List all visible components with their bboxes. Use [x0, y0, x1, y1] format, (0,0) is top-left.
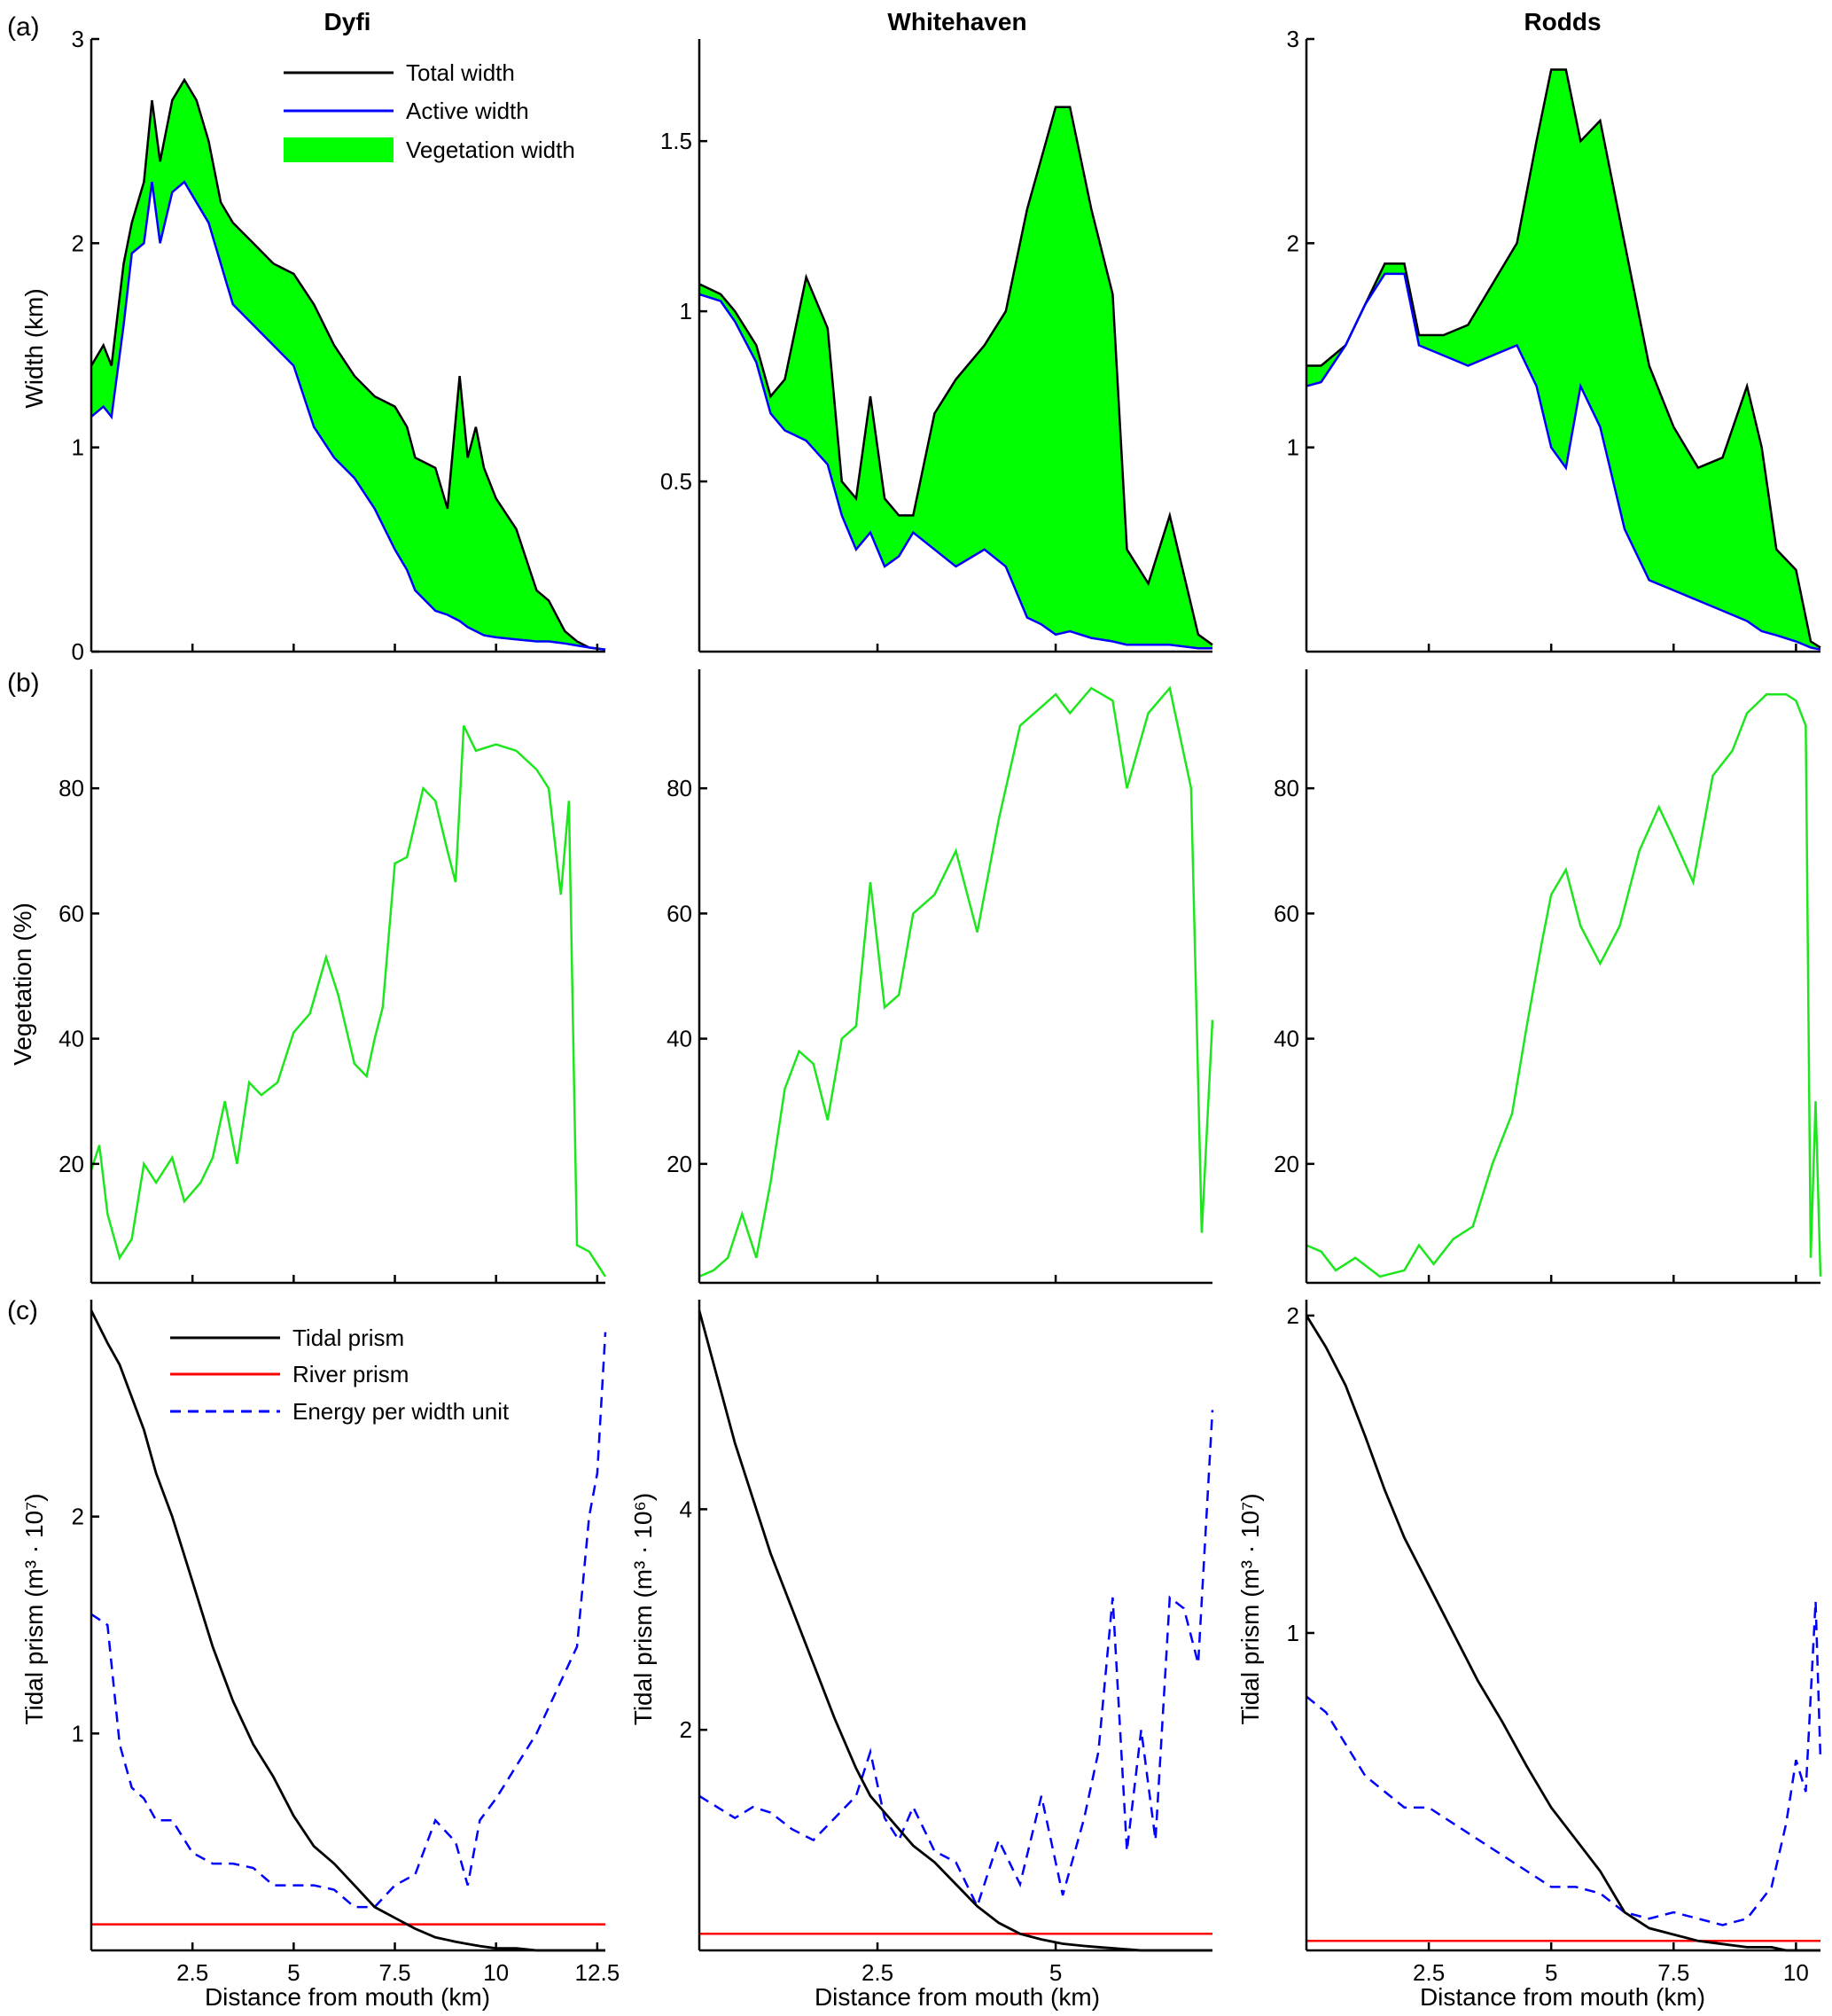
energy-line-rodds — [1306, 1601, 1822, 1926]
ylabel-tidal-dyfi: Tidal prism (m³ · 10⁷) — [20, 1493, 48, 1724]
vegetation-width-area-whitehaven — [699, 106, 1212, 649]
x-tick-label: 5 — [1545, 1959, 1557, 1986]
panel-a-dyfi: 0 1 2 3 — [72, 26, 606, 665]
vegetation-percent-line-dyfi — [90, 725, 607, 1278]
panel-label-a: (a) — [7, 12, 40, 42]
y-tick-label: 60 — [58, 900, 84, 926]
x-tick-label: 2.5 — [861, 1959, 893, 1986]
vegetation-percent-line-whitehaven — [698, 685, 1214, 1278]
x-tick-label: 5 — [1049, 1959, 1062, 1986]
total-width-line-whitehaven — [698, 105, 1213, 646]
x-tick-label: 10 — [1783, 1959, 1809, 1986]
y-tick-label: 20 — [58, 1151, 84, 1177]
y-tick-label: 80 — [58, 775, 84, 801]
legend-total-width-label: Total width — [406, 59, 515, 86]
x-tick-label: 10 — [483, 1959, 509, 1986]
y-tick-label: 80 — [667, 775, 692, 801]
panel-a-rodds: 1 2 3 — [1287, 26, 1821, 653]
column-title-rodds: Rodds — [1524, 8, 1601, 35]
legend-energy-label: Energy per width unit — [292, 1398, 510, 1425]
active-width-line-whitehaven — [698, 293, 1212, 650]
panel-b-dyfi: 20 40 60 80 — [58, 669, 607, 1285]
y-tick-label: 1 — [1287, 434, 1299, 461]
y-tick-label: 20 — [667, 1151, 692, 1177]
y-tick-label: 3 — [1287, 26, 1299, 52]
panel-c-rodds: 1 2 2.5 5 7.5 10 — [1287, 1300, 1822, 1986]
energy-line-whitehaven — [698, 1410, 1214, 1910]
y-tick-label: 2 — [72, 230, 84, 256]
x-tick-label: 2.5 — [176, 1959, 208, 1986]
y-tick-label: 40 — [667, 1026, 692, 1052]
legend-tidal-prism-label: Tidal prism — [292, 1324, 404, 1351]
ylabel-tidal-whitehaven: Tidal prism (m³ · 10⁶) — [629, 1493, 657, 1726]
y-tick-label: 3 — [72, 26, 84, 52]
x-tick-label: 7.5 — [1657, 1959, 1689, 1986]
y-tick-label: 40 — [58, 1026, 84, 1052]
y-tick-label: 2 — [680, 1716, 692, 1743]
y-tick-label: 60 — [1274, 900, 1299, 926]
y-tick-label: 1 — [72, 434, 84, 461]
y-tick-label: 60 — [667, 900, 692, 926]
ylabel-width: Width (km) — [20, 288, 48, 408]
panel-b-rodds: 20 40 60 80 — [1274, 669, 1822, 1285]
total-width-line-dyfi — [90, 77, 606, 651]
legend-prism: Tidal prism River prism Energy per width… — [170, 1324, 510, 1425]
x-tick-label: 2.5 — [1413, 1959, 1445, 1986]
panel-label-b: (b) — [7, 668, 40, 698]
vegetation-width-area-dyfi — [91, 80, 605, 650]
vegetation-width-area-rodds — [1306, 69, 1820, 650]
ylabel-tidal-rodds: Tidal prism (m³ · 10⁷) — [1236, 1493, 1264, 1724]
y-tick-label: 1.5 — [660, 128, 692, 154]
energy-line-dyfi — [90, 1332, 607, 1909]
vegetation-percent-line-rodds — [1306, 692, 1822, 1278]
x-tick-label: 5 — [287, 1959, 300, 1986]
legend-width: Total width Active width Vegetation widt… — [284, 59, 575, 163]
panel-c-dyfi: 1 2 2.5 5 7.5 10 12.5 — [72, 1300, 620, 1986]
legend-active-width-label: Active width — [406, 98, 529, 124]
legend-vegetation-width-label: Vegetation width — [406, 137, 575, 163]
y-tick-label: 1 — [680, 298, 692, 324]
panel-label-c: (c) — [7, 1296, 38, 1325]
column-title-dyfi: Dyfi — [324, 8, 371, 35]
xlabel-rodds: Distance from mouth (km) — [1420, 1983, 1705, 2011]
column-title-whitehaven: Whitehaven — [887, 8, 1026, 35]
x-tick-label: 12.5 — [575, 1959, 620, 1986]
y-tick-label: 2 — [1287, 230, 1299, 256]
y-tick-label: 40 — [1274, 1026, 1299, 1052]
active-width-line-dyfi — [90, 180, 606, 651]
y-tick-label: 1 — [72, 1720, 84, 1746]
y-tick-label: 0 — [72, 638, 84, 665]
panel-b-whitehaven: 20 40 60 80 — [667, 669, 1214, 1285]
legend-vegetation-width-swatch — [284, 137, 394, 162]
y-tick-label: 4 — [680, 1496, 692, 1522]
y-tick-label: 20 — [1274, 1151, 1299, 1177]
total-width-line-rodds — [1306, 68, 1821, 649]
xlabel-whitehaven: Distance from mouth (km) — [815, 1983, 1100, 2011]
tidal-prism-line-whitehaven — [698, 1310, 1212, 1952]
xlabel-dyfi: Distance from mouth (km) — [205, 1983, 490, 2011]
y-tick-label: 2 — [1287, 1302, 1299, 1329]
tidal-prism-line-rodds — [1305, 1315, 1820, 1952]
panel-a-whitehaven: 0.5 1 1.5 — [660, 39, 1213, 653]
y-tick-label: 1 — [1287, 1620, 1299, 1646]
y-tick-label: 2 — [72, 1504, 84, 1530]
active-width-line-rodds — [1306, 272, 1821, 651]
x-tick-label: 7.5 — [378, 1959, 410, 1986]
ylabel-vegetation: Vegetation (%) — [9, 903, 36, 1066]
panel-c-whitehaven: 242.5 5 — [680, 1300, 1214, 1986]
y-tick-label: 80 — [1274, 775, 1299, 801]
y-tick-label: 0.5 — [660, 468, 692, 495]
legend-river-prism-label: River prism — [292, 1361, 409, 1387]
